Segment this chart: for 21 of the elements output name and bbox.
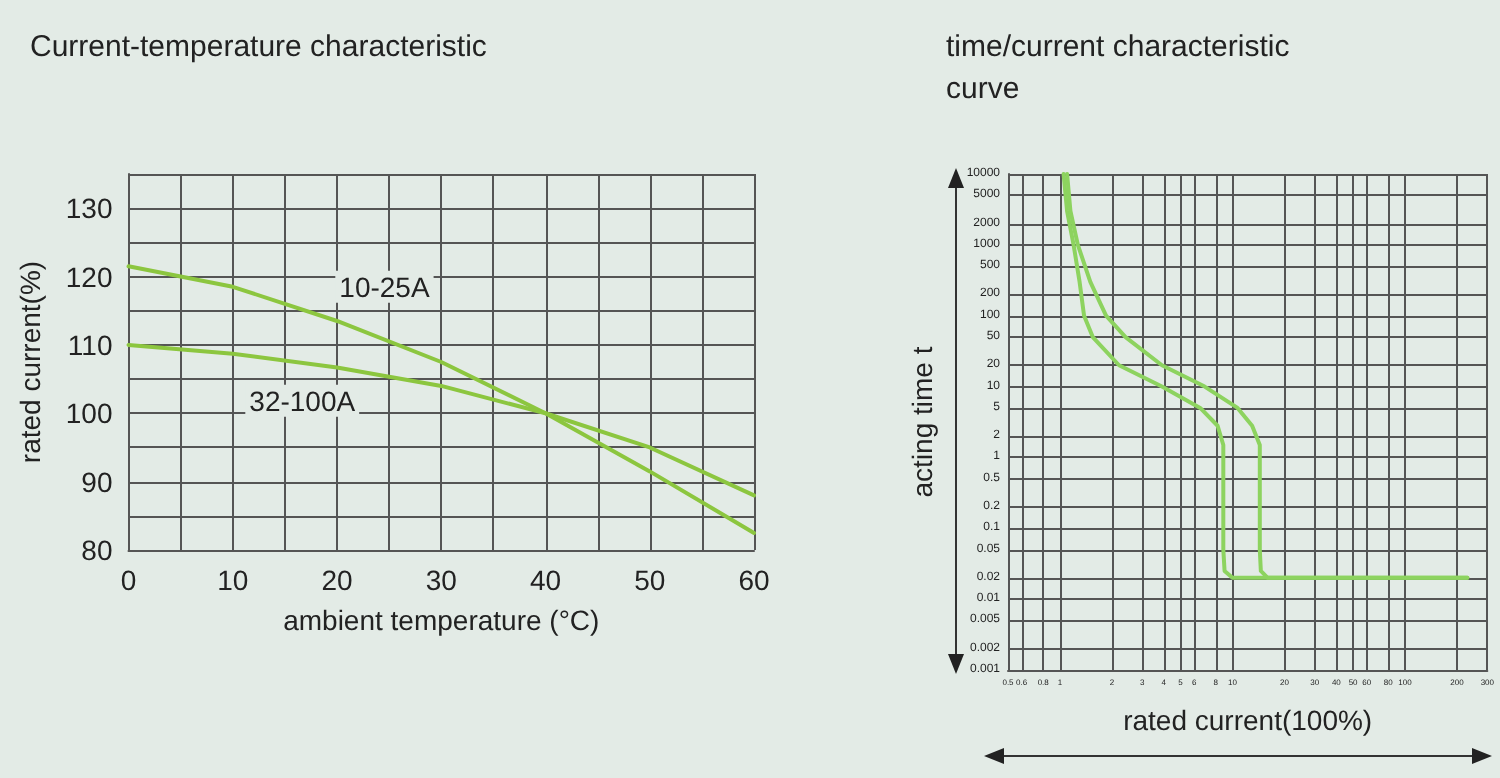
x-axis-title: ambient temperature (°C)	[283, 604, 600, 636]
y-tick-label: 100	[65, 397, 113, 430]
x-tick-label: 50	[634, 564, 666, 596]
x-tick-label: 10	[217, 564, 249, 596]
x-tick-label: 30	[425, 564, 458, 596]
x-tick-label: 60	[738, 564, 770, 596]
x-tick-label: 40	[529, 564, 562, 596]
x-tick-label: 20	[321, 564, 354, 596]
y-axis-title: acting time t	[906, 346, 938, 498]
y-tick-label: 80	[81, 534, 113, 566]
chart-title: time/current characteristic curve	[946, 30, 1298, 106]
annotation: 10-25A	[339, 270, 431, 303]
y-tick-label: 110	[67, 328, 113, 361]
x-axis-title: rated current(100%)	[1123, 704, 1373, 736]
chart-title: Current-temperature characteristic	[30, 30, 488, 64]
y-axis-title: rated current(%)	[14, 260, 46, 464]
y-tick-label: 120	[65, 260, 113, 293]
annotation: 32-100A	[249, 384, 357, 417]
x-tick-label: 0	[120, 564, 137, 596]
y-tick-label: 130	[65, 192, 113, 225]
y-tick-label: 90	[81, 465, 113, 498]
